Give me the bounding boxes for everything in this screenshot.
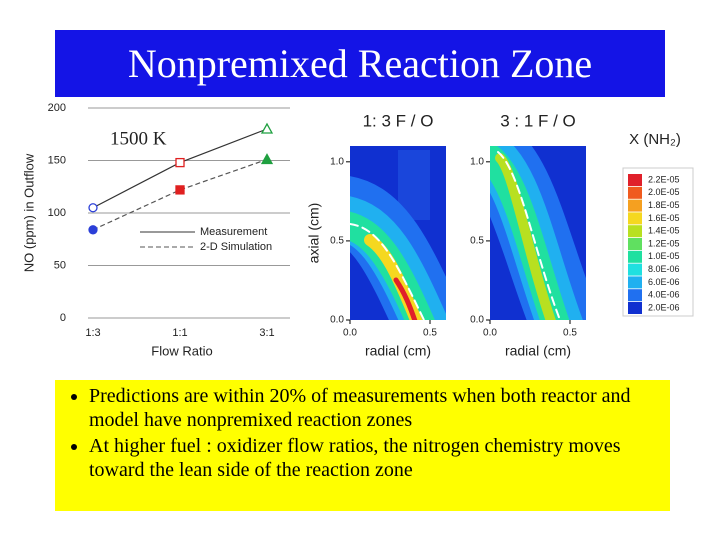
y-axis-label: axial (cm) [306, 203, 322, 264]
y-tick-label: 0.0 [330, 315, 344, 326]
y-tick-label: 0.5 [470, 236, 484, 247]
y-tick-label: 1.0 [330, 156, 344, 167]
colorbar-swatch [628, 238, 642, 250]
x-tick-label: 0.0 [343, 328, 357, 339]
marker [88, 203, 98, 213]
colorbar-swatch [628, 289, 642, 302]
legend-label: 2-D Simulation [200, 241, 272, 253]
x-axis-label: radial (cm) [505, 343, 571, 359]
contour-field [490, 146, 586, 320]
x-tick-label: 0.0 [483, 328, 497, 339]
colorbar-swatch [628, 212, 642, 225]
marker [260, 122, 274, 134]
colorbar-title: X (NH₂) [629, 131, 681, 148]
x-tick-label: 3:1 [259, 327, 274, 339]
colorbar-label: 8.0E-06 [648, 264, 680, 274]
colorbar-label: 4.0E-06 [648, 290, 680, 300]
marker [175, 185, 185, 195]
colorbar-label: 2.2E-05 [648, 174, 680, 184]
colorbar-swatch [628, 174, 642, 186]
colorbar-swatch [628, 263, 642, 276]
contour-field [350, 146, 446, 320]
y-tick-label: 0.5 [330, 236, 344, 247]
colorbar-swatch [628, 276, 642, 289]
marker [175, 157, 185, 168]
y-axis-label: NO (ppm) in Outflow [21, 153, 36, 272]
colorbar-swatch [628, 225, 642, 238]
colorbar-label: 1.2E-05 [648, 238, 680, 248]
bullet: At higher fuel : oxidizer flow ratios, t… [89, 434, 662, 482]
colorbar-label: 1.4E-05 [648, 226, 680, 236]
y-tick-label: 200 [48, 102, 66, 114]
chart-title: 3 : 1 F / O [500, 111, 576, 130]
x-axis-label: radial (cm) [365, 343, 431, 359]
marker [88, 225, 98, 235]
y-tick-label: 100 [48, 207, 66, 219]
colorbar-swatch [628, 199, 642, 212]
colorbar-swatch [628, 250, 642, 263]
x-axis-label: Flow Ratio [151, 343, 212, 358]
x-tick-label: 1:3 [85, 327, 100, 339]
chart-title: 1: 3 F / O [363, 111, 434, 130]
y-tick-label: 150 [48, 154, 66, 166]
legend-label: Measurement [200, 226, 267, 238]
x-tick-label: 0.5 [563, 328, 577, 339]
x-tick-label: 0.5 [423, 328, 437, 339]
y-tick-label: 0 [60, 312, 66, 324]
colorbar-label: 2.0E-06 [648, 302, 680, 312]
colorbar-label: 6.0E-06 [648, 277, 680, 287]
colorbar-label: 1.0E-05 [648, 251, 680, 261]
colorbar-label: 1.8E-05 [648, 200, 680, 210]
colorbar-swatch [628, 302, 642, 314]
colorbar-label: 1.6E-05 [648, 213, 680, 223]
y-tick-label: 1.0 [470, 156, 484, 167]
x-tick-label: 1:1 [172, 327, 187, 339]
colorbar-label: 2.0E-05 [648, 187, 680, 197]
annotation: 1500 K [110, 128, 167, 149]
slide-title: Nonpremixed Reaction Zone [55, 30, 665, 97]
y-tick-label: 50 [54, 259, 66, 271]
bullet: Predictions are within 20% of measuremen… [89, 384, 662, 432]
y-tick-label: 0.0 [470, 315, 484, 326]
marker [260, 153, 274, 165]
colorbar-swatch [628, 186, 642, 199]
bullet-list: Predictions are within 20% of measuremen… [55, 380, 670, 511]
